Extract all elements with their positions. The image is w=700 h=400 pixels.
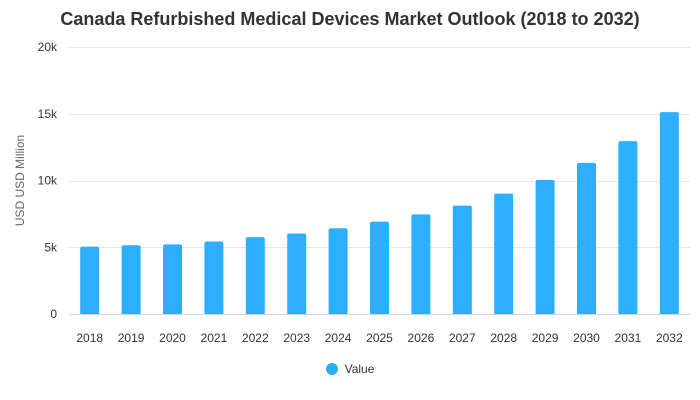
legend[interactable]: Value bbox=[0, 362, 700, 376]
bar-2022[interactable] bbox=[245, 237, 265, 314]
x-tick-label: 2025 bbox=[366, 331, 393, 345]
bar-2030[interactable] bbox=[577, 162, 596, 314]
x-tick-label: 2019 bbox=[118, 331, 145, 345]
bar-2018[interactable] bbox=[80, 246, 100, 314]
bar-2028[interactable] bbox=[494, 193, 514, 314]
bar-2020[interactable] bbox=[163, 244, 182, 314]
x-tick-label: 2031 bbox=[615, 331, 642, 345]
y-axis-title: USD USD Million bbox=[13, 135, 27, 226]
x-tick-label: 2028 bbox=[490, 331, 517, 345]
bar-2019[interactable] bbox=[121, 245, 141, 314]
x-tick-label: 2029 bbox=[532, 331, 559, 345]
y-tick-label: 20k bbox=[38, 40, 58, 54]
y-tick-label: 10k bbox=[38, 174, 58, 188]
x-tick-label: 2021 bbox=[201, 331, 228, 345]
x-tick-label: 2023 bbox=[283, 331, 310, 345]
bar-2032[interactable] bbox=[659, 112, 679, 314]
x-tick-label: 2032 bbox=[656, 331, 683, 345]
y-axis-ticks: 0 5k 10k 15k 20k bbox=[38, 40, 58, 321]
x-tick-label: 2030 bbox=[573, 331, 600, 345]
bar-2023[interactable] bbox=[287, 233, 307, 314]
legend-swatch-icon bbox=[325, 363, 338, 375]
bars bbox=[80, 112, 679, 314]
legend-label: Value bbox=[344, 362, 375, 376]
chart-title: Canada Refurbished Medical Devices Marke… bbox=[60, 9, 640, 29]
y-tick-label: 15k bbox=[38, 107, 58, 121]
bar-2021[interactable] bbox=[204, 241, 224, 314]
x-tick-label: 2022 bbox=[242, 331, 269, 345]
x-tick-label: 2024 bbox=[325, 331, 352, 345]
bar-2031[interactable] bbox=[618, 141, 638, 314]
y-tick-label: 0 bbox=[50, 307, 57, 321]
x-tick-label: 2018 bbox=[76, 331, 103, 345]
x-tick-label: 2026 bbox=[408, 331, 435, 345]
bar-2027[interactable] bbox=[452, 205, 472, 314]
x-tick-label: 2027 bbox=[449, 331, 476, 345]
x-tick-label: 2020 bbox=[159, 331, 186, 345]
bar-2026[interactable] bbox=[411, 214, 431, 314]
bar-2029[interactable] bbox=[535, 179, 555, 314]
bar-2025[interactable] bbox=[370, 221, 389, 314]
bar-2024[interactable] bbox=[328, 228, 348, 314]
x-axis-ticks: 2018 2019 2020 2021 2022 2023 2024 2025 2026 2027… bbox=[76, 331, 683, 345]
y-tick-label: 5k bbox=[44, 240, 58, 254]
